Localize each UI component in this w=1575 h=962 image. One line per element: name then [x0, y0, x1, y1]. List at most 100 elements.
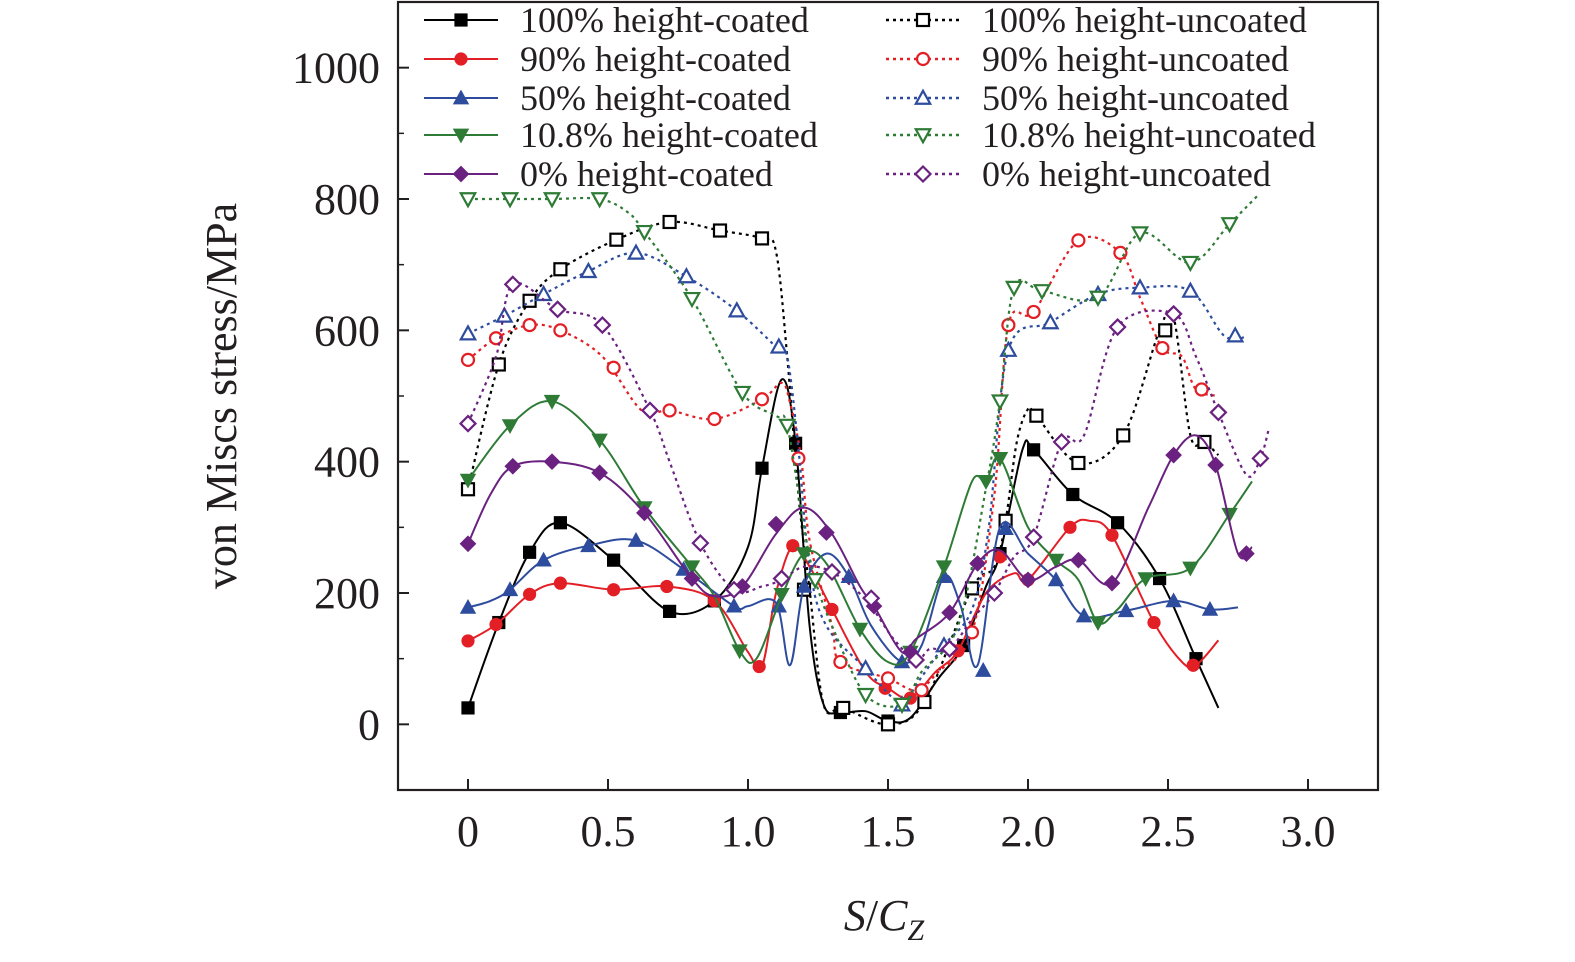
legend-item: 100% height-coated [424, 0, 809, 40]
data-point [1032, 284, 1052, 301]
data-point [459, 535, 477, 553]
data-point [880, 717, 896, 732]
data-point [767, 515, 785, 533]
data-point [999, 340, 1018, 357]
data-point [990, 394, 1010, 411]
data-point [964, 581, 980, 596]
data-point [822, 562, 842, 582]
data-point [1201, 600, 1219, 616]
data-point [862, 589, 881, 608]
data-point [606, 360, 621, 375]
series [459, 434, 1255, 661]
data-point [458, 192, 478, 209]
data-point [522, 545, 537, 559]
data-point [913, 88, 933, 105]
data-point [489, 617, 503, 632]
data-point [504, 457, 522, 475]
y-tick-label: 400 [314, 438, 380, 487]
legend-item: 10.8% height-uncoated [886, 115, 1316, 155]
data-point [856, 687, 875, 705]
legend-label: 0% height-coated [520, 154, 773, 194]
series [460, 214, 1220, 732]
data-point [754, 392, 770, 407]
data-point [1070, 551, 1087, 569]
data-point [769, 337, 788, 354]
data-point [662, 214, 677, 230]
data-point [1047, 571, 1065, 587]
data-point [553, 516, 568, 530]
data-point [580, 537, 597, 553]
data-point [1026, 443, 1041, 457]
data-point [915, 12, 931, 28]
data-point [1181, 281, 1200, 298]
data-point [636, 504, 653, 522]
legend-label: 0% height-uncoated [982, 154, 1271, 194]
data-point [452, 128, 470, 144]
data-point [461, 701, 475, 715]
data-point [593, 316, 612, 335]
legend-item: 0% height-coated [424, 154, 773, 194]
series [458, 243, 1247, 712]
legend-label: 90% height-coated [520, 39, 791, 79]
data-point [915, 51, 931, 67]
legend-label: 50% height-coated [520, 78, 791, 118]
data-point [1130, 226, 1150, 243]
data-point [1116, 428, 1131, 443]
data-point [778, 418, 797, 436]
data-point [543, 394, 561, 410]
data-point [786, 539, 800, 553]
data-point [754, 231, 770, 246]
data-point [1071, 233, 1086, 248]
series-layer [458, 192, 1270, 732]
data-point [727, 301, 746, 318]
data-point [488, 331, 504, 346]
legend-item: 90% height-uncoated [886, 39, 1289, 79]
data-point [1029, 408, 1044, 423]
data-point [917, 694, 932, 710]
data-point [906, 650, 926, 670]
data-point [725, 597, 743, 613]
data-point [452, 89, 470, 105]
y-axis: 0 200 400 600 800 1000 [292, 44, 409, 749]
series-line [466, 220, 1220, 726]
data-point [892, 697, 912, 715]
x-tick-label: 1.0 [721, 807, 776, 856]
data-point [755, 461, 769, 475]
data-point [495, 306, 514, 323]
data-point [818, 524, 835, 541]
y-tick-label: 800 [314, 175, 380, 224]
data-point [1108, 317, 1127, 337]
data-point [458, 324, 478, 341]
data-point [1041, 312, 1060, 330]
data-point [591, 464, 608, 482]
data-point [1130, 278, 1150, 295]
data-point [991, 452, 1009, 467]
data-point [640, 401, 660, 420]
data-point [626, 243, 646, 260]
data-point [1155, 340, 1170, 356]
data-point [1165, 446, 1182, 464]
data-point [913, 128, 933, 145]
data-point [579, 261, 598, 279]
data-point [1071, 455, 1086, 471]
data-point [1113, 245, 1128, 260]
legend-item: 0% height-uncoated [886, 154, 1271, 194]
x-tick-label: 2.5 [1141, 807, 1196, 856]
data-point [772, 569, 791, 588]
data-point [880, 671, 896, 686]
x-axis-title-subscript: Z [907, 914, 924, 947]
series [458, 192, 1259, 715]
data-point [985, 583, 1004, 603]
data-point [548, 300, 567, 319]
data-point [662, 604, 677, 618]
legend-label: 10.8% height-uncoated [982, 115, 1316, 155]
data-point [1137, 572, 1154, 587]
data-point [454, 52, 468, 66]
legend-item: 50% height-uncoated [886, 78, 1289, 118]
x-axis: 0 0.5 1.0 1.5 2.0 2.5 3.0 [457, 779, 1336, 856]
data-point [461, 634, 475, 648]
data-point [1047, 553, 1065, 569]
data-point [522, 587, 537, 601]
data-point [460, 352, 476, 367]
data-point [459, 473, 477, 489]
